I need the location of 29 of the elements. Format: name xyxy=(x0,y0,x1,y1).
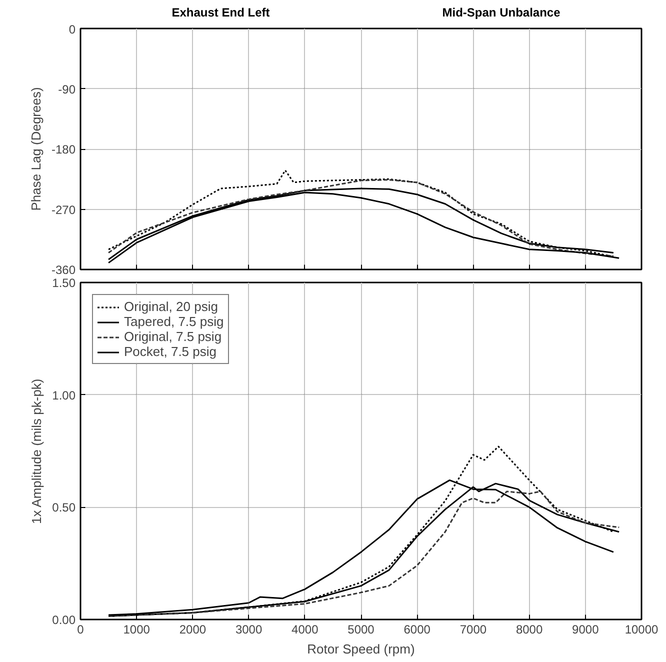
x-tick-label: 9000 xyxy=(572,622,600,636)
x-tick-label: 5000 xyxy=(348,622,375,636)
x-axis-title: Rotor Speed (rpm) xyxy=(307,642,415,656)
x-tick-label: 8000 xyxy=(516,622,543,636)
y-tick-label: 0 xyxy=(68,22,76,36)
x-tick-label: 0 xyxy=(77,622,84,636)
x-tick-label: 3000 xyxy=(235,622,262,636)
x-tick-label: 6000 xyxy=(404,622,431,636)
x-tick-label: 2000 xyxy=(179,622,206,636)
x-tick-label: 4000 xyxy=(292,622,319,636)
y-tick-label: -270 xyxy=(51,202,76,217)
y-tick-label: 0.00 xyxy=(52,613,76,627)
legend-label: Original, 7.5 psig xyxy=(124,329,222,344)
legend-label: Tapered, 7.5 psig xyxy=(124,314,224,329)
legend-label: Original, 20 psig xyxy=(124,299,218,314)
x-tick-label: 7000 xyxy=(460,622,487,636)
y-tick-label: 1.50 xyxy=(52,276,76,290)
y-tick-label: -180 xyxy=(51,142,76,156)
y-axis-title: Phase Lag (Degrees) xyxy=(28,87,44,211)
y-tick-label: 1.00 xyxy=(52,388,76,402)
y-tick-label: -90 xyxy=(58,82,76,96)
text: Exhaust End Left xyxy=(172,6,270,20)
legend-label: Pocket, 7.5 psig xyxy=(124,344,216,359)
text: Mid-Span Unbalance xyxy=(442,6,561,20)
x-tick-label: 1000 xyxy=(123,622,150,636)
y-tick-label: -360 xyxy=(51,263,76,277)
y-axis-title: 1x Amplitude (mils pk-pk) xyxy=(29,378,44,524)
y-tick-label: 0.50 xyxy=(52,500,76,515)
x-tick-label: 10000 xyxy=(624,622,659,636)
